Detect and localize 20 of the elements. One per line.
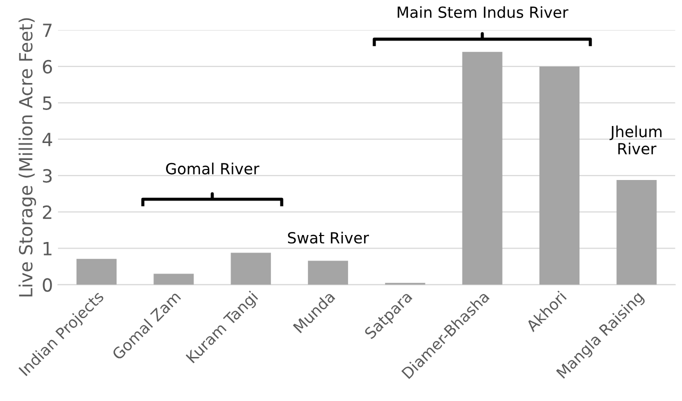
bar bbox=[154, 274, 194, 285]
y-axis-title: Live Storage (Million Acre Feet) bbox=[18, 18, 36, 296]
y-tick-label: 6 bbox=[42, 60, 52, 74]
y-tick-label: 5 bbox=[43, 96, 52, 110]
text: Main Stem Indus River bbox=[398, 6, 568, 18]
y-tick-label: 1 bbox=[44, 242, 52, 256]
bar bbox=[462, 52, 502, 285]
bar bbox=[76, 258, 117, 285]
annotation: Swat River bbox=[288, 232, 369, 244]
annotation: Jhelum River bbox=[610, 126, 662, 154]
bar bbox=[616, 180, 657, 285]
y-tick-label: 3 bbox=[43, 169, 52, 183]
bar bbox=[230, 252, 271, 285]
annotation: Gomal River bbox=[166, 162, 260, 174]
bar bbox=[539, 66, 580, 285]
y-tick-label: 0 bbox=[42, 278, 52, 292]
bar bbox=[308, 260, 348, 285]
y-tick-label: 7 bbox=[43, 24, 52, 37]
y-tick-label: 4 bbox=[42, 132, 52, 146]
y-tick-label: 2 bbox=[42, 205, 52, 219]
